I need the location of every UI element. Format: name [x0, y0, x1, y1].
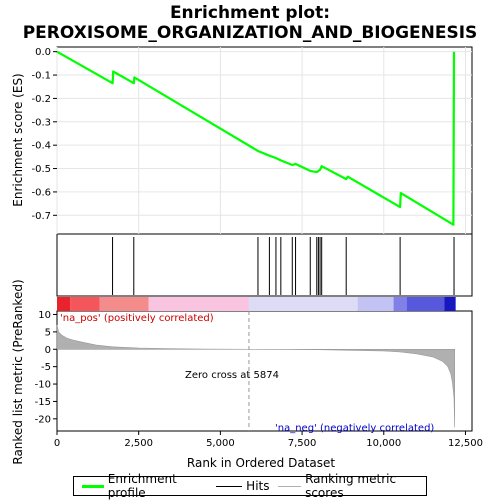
es-axis-label: Enrichment score (ES) [11, 73, 25, 206]
neg-correlated-label: 'na_neg' (negatively correlated) [275, 423, 434, 434]
es-ytick-label: -0.3 [31, 117, 51, 128]
color-bar-segment [393, 297, 407, 311]
es-ytick-label: -0.1 [31, 71, 51, 82]
legend: Enrichment profile Hits Ranking metric s… [73, 472, 427, 500]
metric-ytick-label: -15 [35, 397, 51, 408]
enrichment-profile-line [56, 50, 456, 226]
legend-label-ranking-metric: Ranking metric scores [305, 472, 397, 500]
legend-item-enrichment-profile: Enrichment profile [82, 472, 208, 500]
zero-cross-label: Zero cross at 5874 [185, 370, 279, 381]
metric-panel-frame [56, 310, 473, 432]
xtick-label: 12,500 [448, 438, 483, 449]
legend-swatch-gray [277, 485, 302, 487]
color-bar-segment [148, 297, 249, 311]
pos-correlated-label: 'na_pos' (positively correlated) [60, 313, 214, 324]
xtick-label: 7,500 [288, 438, 317, 449]
legend-label-hits: Hits [246, 479, 270, 493]
legend-item-ranking-metric: Ranking metric scores [277, 472, 427, 500]
es-ytick-label: 0.0 [35, 47, 51, 58]
legend-swatch-green [82, 484, 104, 488]
color-bar-segment [70, 297, 100, 311]
metric-ytick-label: -10 [35, 380, 51, 391]
color-bar-segment [444, 297, 456, 311]
es-ytick-label: -0.4 [31, 141, 51, 152]
color-bar-segment [248, 297, 358, 311]
xtick-label: 0 [54, 438, 60, 449]
legend-swatch-black [216, 485, 243, 487]
es-ytick-label: -0.5 [31, 164, 51, 175]
metric-ytick-label: -20 [35, 414, 51, 425]
ranking-metric-area [56, 324, 455, 428]
metric-axis-label: Ranked list metric (PreRanked) [11, 279, 25, 464]
color-bar-segment [406, 297, 445, 311]
xtick-label: 5,000 [206, 438, 235, 449]
hits-panel-frame [56, 233, 473, 297]
es-ytick-label: -0.7 [31, 211, 51, 222]
metric-ytick-label: -5 [41, 362, 51, 373]
chart-title-line-2: PEROXISOME_ORGANIZATION_AND_BIOGENESIS [23, 23, 478, 43]
legend-item-hits: Hits [216, 479, 270, 493]
metric-ytick-label: 0 [45, 345, 51, 356]
color-bar-segment [99, 297, 149, 311]
legend-label-enrichment-profile: Enrichment profile [107, 472, 177, 500]
metric-ytick-label: 5 [45, 327, 51, 338]
xtick-label: 10,000 [366, 438, 401, 449]
chart-title-line-1: Enrichment plot: [170, 3, 330, 23]
metric-ytick-label: 10 [38, 310, 51, 321]
xtick-label: 2,500 [124, 438, 153, 449]
x-axis-label: Rank in Ordered Dataset [187, 456, 335, 470]
es-ytick-label: -0.2 [31, 94, 51, 105]
color-bar-segment [357, 297, 394, 311]
color-bar-segment [57, 297, 71, 311]
es-ytick-label: -0.6 [31, 187, 51, 198]
